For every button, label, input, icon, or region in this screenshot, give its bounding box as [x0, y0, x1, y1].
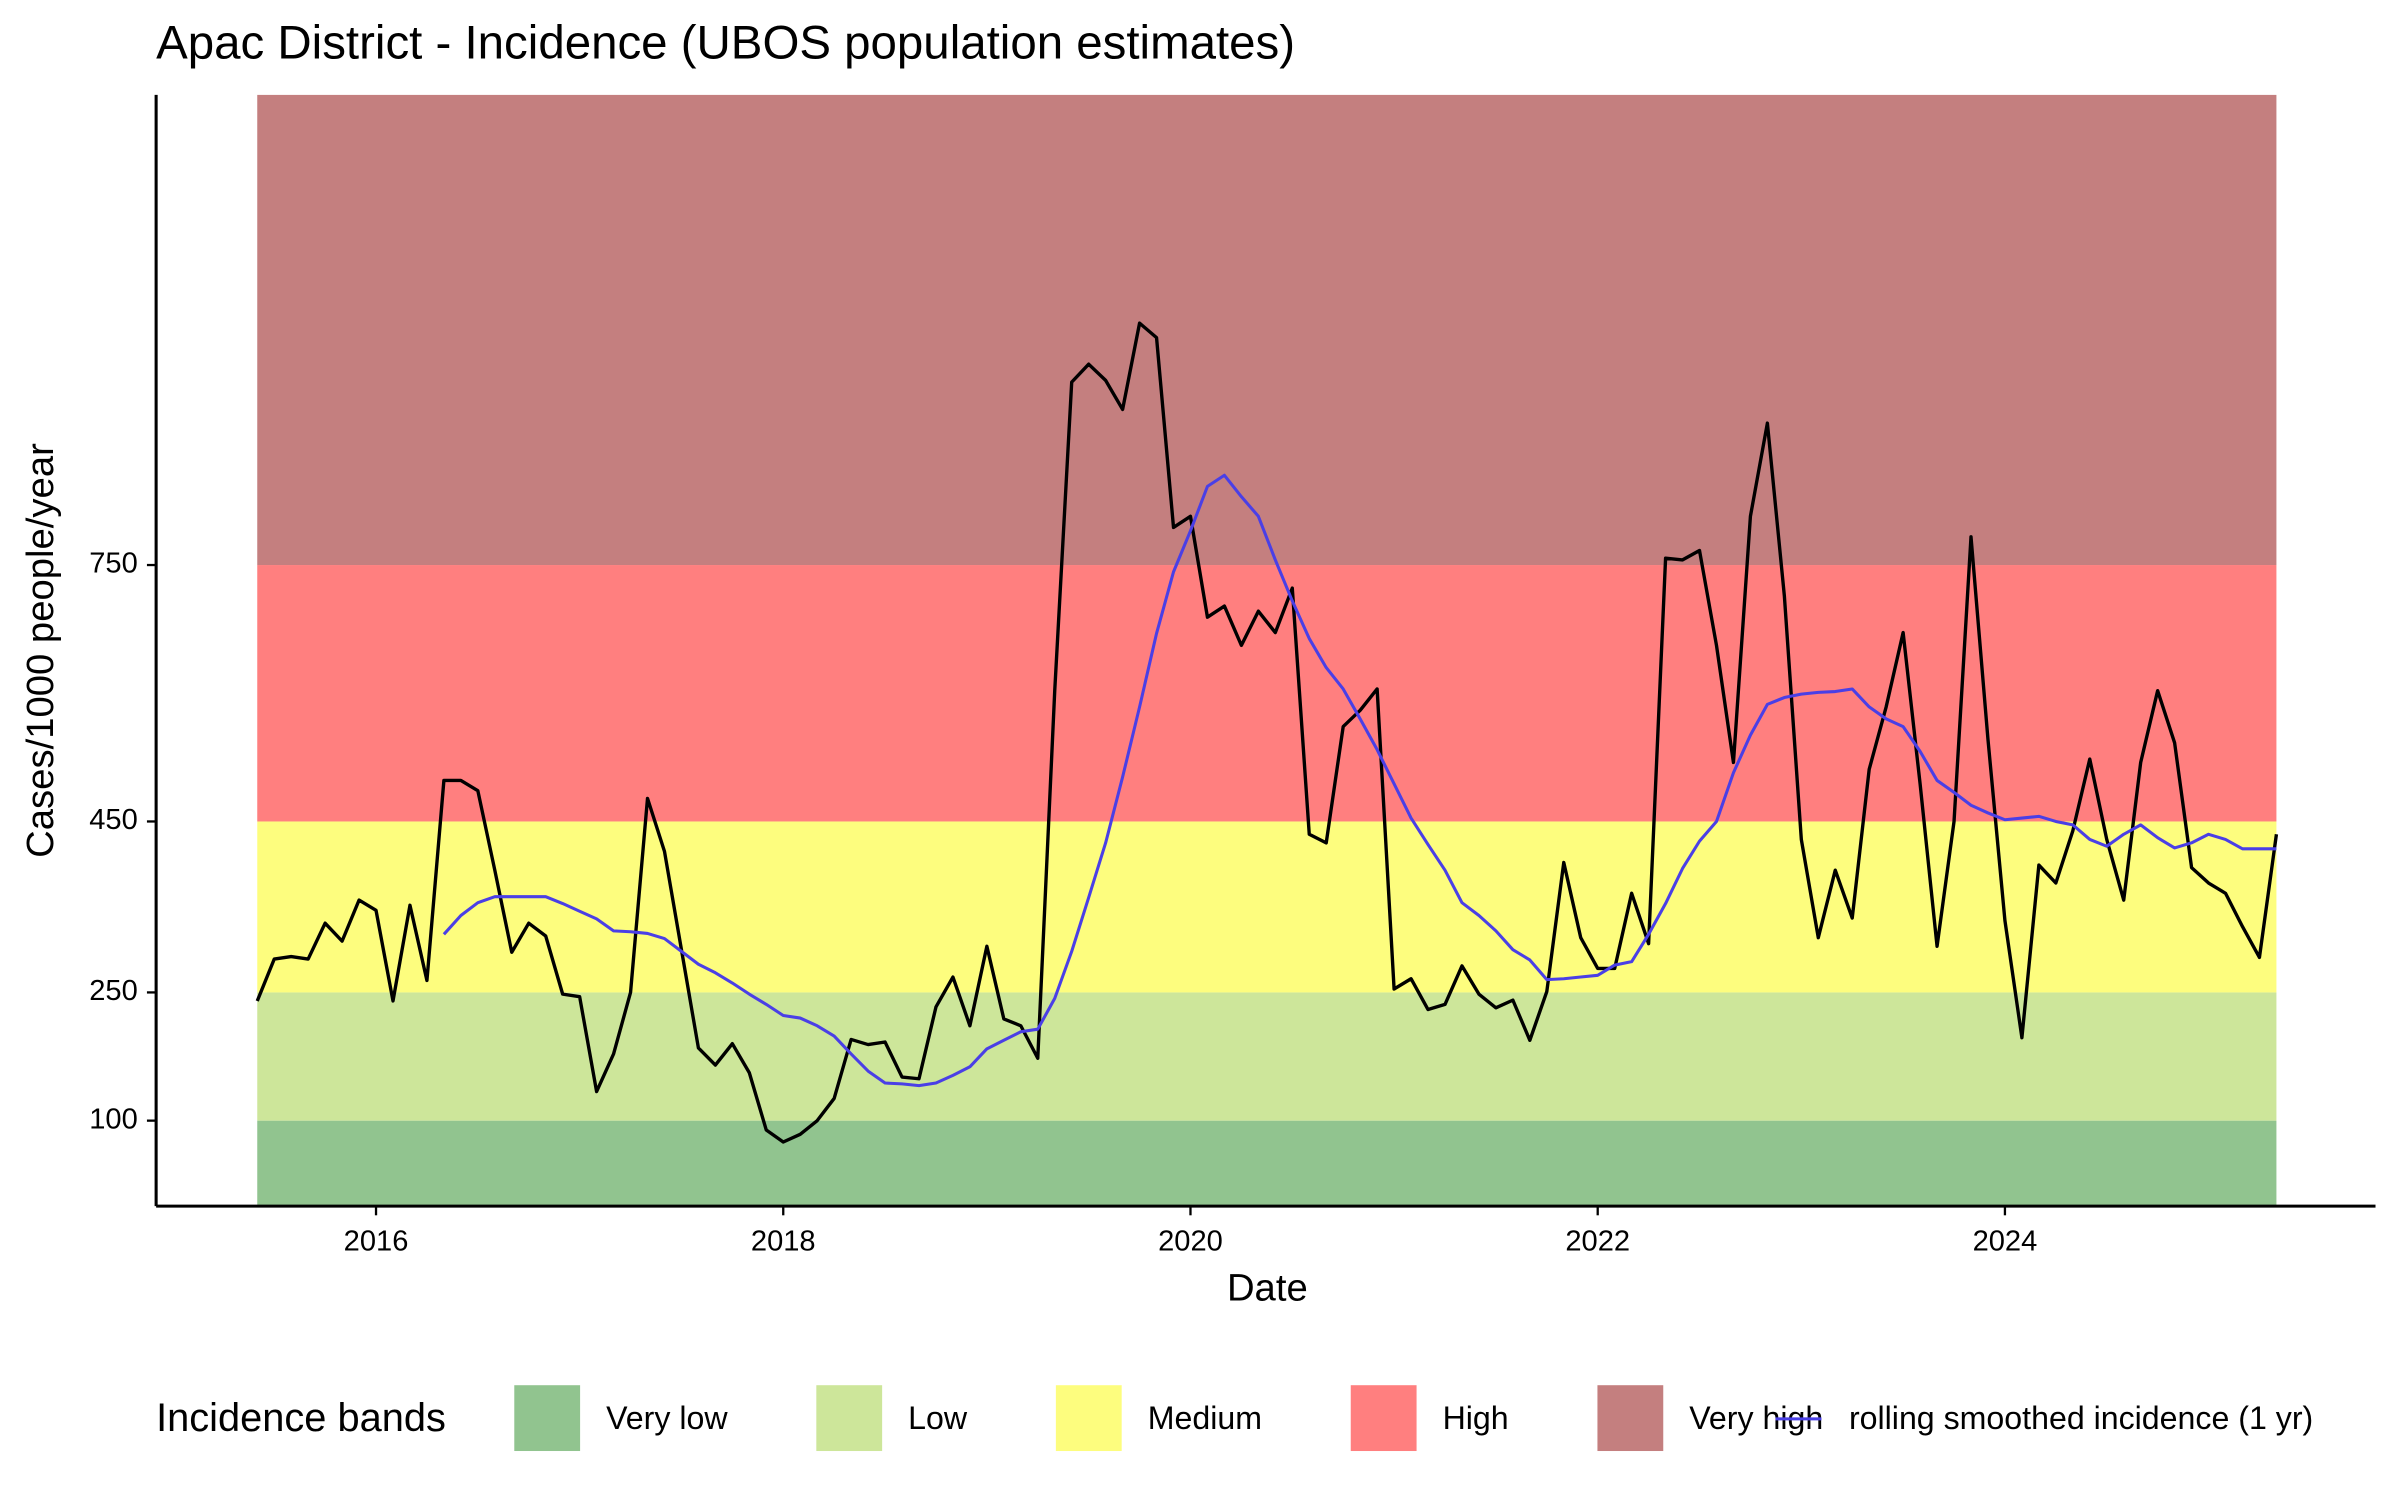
legend-swatch	[514, 1385, 581, 1452]
legend-label: Very low	[606, 1400, 728, 1436]
legend-label: High	[1443, 1400, 1509, 1436]
legend-label: Medium	[1148, 1400, 1262, 1436]
legend-swatch	[1055, 1385, 1122, 1452]
legend-label: Low	[908, 1400, 968, 1436]
series-line	[442, 473, 2277, 1088]
x-tick-label: 2016	[344, 1226, 409, 1258]
y-tick-label: 100	[89, 1103, 138, 1135]
x-tick-label: 2022	[1565, 1226, 1630, 1258]
x-tick-label: 2020	[1158, 1226, 1223, 1258]
band	[257, 821, 2277, 993]
band	[257, 1120, 2277, 1207]
x-tick-label: 2018	[751, 1226, 816, 1258]
x-axis-title: Date	[1227, 1266, 1308, 1309]
y-tick-label: 750	[89, 548, 138, 580]
series-line	[255, 321, 2279, 1144]
band	[257, 565, 2277, 822]
legend-label: rolling smoothed incidence (1 yr)	[1849, 1400, 2313, 1436]
legend-title: Incidence bands	[156, 1396, 446, 1440]
x-tick-label: 2024	[1973, 1226, 2038, 1258]
legend-swatch	[1350, 1385, 1417, 1452]
band	[257, 94, 2277, 566]
band	[257, 992, 2277, 1121]
chart-title: Apac District - Incidence (UBOS populati…	[156, 16, 1295, 69]
legend-swatch	[1597, 1385, 1664, 1452]
y-tick-label: 250	[89, 975, 138, 1007]
y-tick-label: 450	[89, 804, 138, 836]
legend-swatch	[816, 1385, 883, 1452]
y-axis-title: Cases/1000 people/year	[19, 443, 62, 858]
